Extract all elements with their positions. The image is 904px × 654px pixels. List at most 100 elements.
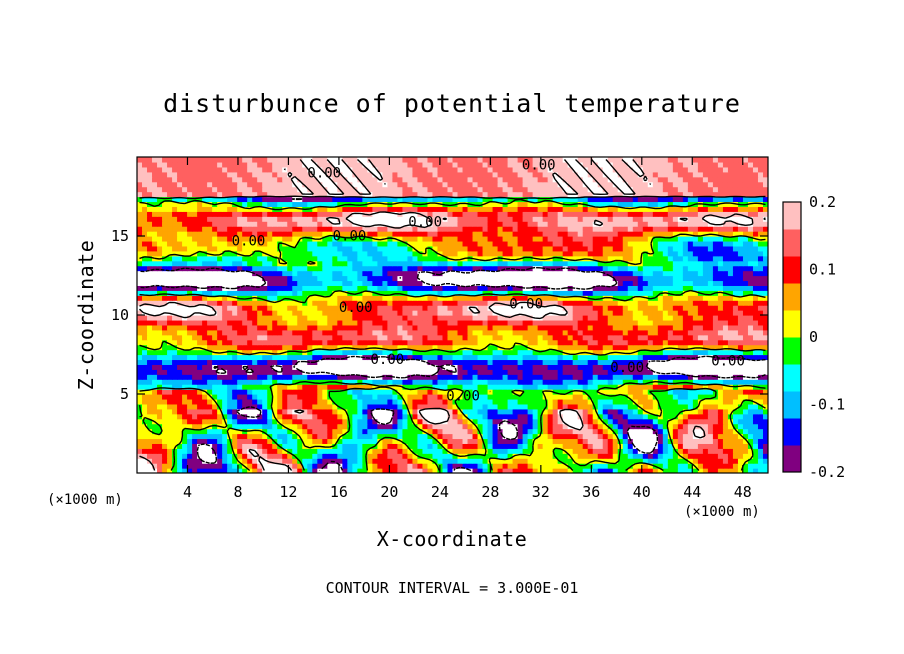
heatmap-cell: [467, 389, 474, 395]
heatmap-cell: [507, 398, 514, 405]
heatmap-cell: [272, 344, 278, 351]
heatmap-cell: [617, 295, 624, 301]
heatmap-cell: [582, 280, 589, 286]
heatmap-cell: [562, 315, 569, 321]
heatmap-cell: [722, 329, 729, 336]
heatmap-cell: [717, 300, 724, 306]
heatmap-cell: [352, 349, 358, 356]
heatmap-cell: [507, 329, 514, 336]
heatmap-cell: [387, 290, 394, 296]
heatmap-cell: [512, 334, 519, 341]
heatmap-cell: [202, 369, 208, 375]
heatmap-cell: [522, 295, 529, 301]
heatmap-cell: [672, 285, 679, 291]
heatmap-cell: [592, 374, 599, 380]
heatmap-cell: [257, 433, 263, 440]
heatmap-cell: [467, 398, 474, 405]
heatmap-cell: [157, 403, 163, 410]
heatmap-cell: [367, 324, 373, 331]
heatmap-cell: [442, 453, 449, 459]
heatmap-cell: [212, 305, 218, 311]
heatmap-cell: [237, 275, 243, 282]
heatmap-cell: [272, 438, 278, 444]
heatmap-cell: [737, 359, 744, 365]
heatmap-cell: [692, 334, 699, 341]
heatmap-cell: [252, 408, 258, 415]
heatmap-cell: [652, 374, 659, 380]
heatmap-cell: [167, 285, 173, 291]
heatmap-cell: [317, 448, 323, 454]
heatmap-cell: [142, 290, 148, 296]
heatmap-cell: [277, 433, 283, 440]
heatmap-cell: [172, 285, 178, 291]
heatmap-cell: [717, 329, 724, 336]
heatmap-cell: [597, 394, 604, 400]
heatmap-cell: [297, 300, 303, 306]
heatmap-cell: [302, 354, 308, 361]
heatmap-cell: [437, 295, 444, 301]
heatmap-cell: [392, 398, 399, 405]
heatmap-cell: [407, 379, 414, 385]
heatmap-cell: [617, 403, 624, 410]
heatmap-cell: [392, 354, 399, 361]
heatmap-cell: [607, 300, 614, 306]
heatmap-cell: [347, 329, 353, 336]
heatmap-cell: [667, 428, 674, 435]
heatmap-cell: [537, 443, 544, 449]
heatmap-cell: [362, 324, 368, 331]
heatmap-cell: [337, 285, 343, 291]
heatmap-cell: [597, 413, 604, 420]
heatmap-cell: [492, 295, 499, 301]
heatmap-cell: [262, 438, 268, 444]
heatmap-cell: [602, 334, 609, 341]
heatmap-cell: [137, 315, 143, 321]
heatmap-cell: [612, 384, 619, 390]
heatmap-cell: [227, 418, 233, 425]
heatmap-cell: [212, 359, 218, 365]
heatmap-cell: [677, 448, 684, 454]
heatmap-cell: [252, 389, 258, 395]
heatmap-cell: [487, 453, 494, 459]
heatmap-cell: [687, 379, 694, 385]
heatmap-cell: [467, 295, 474, 301]
heatmap-cell: [742, 339, 749, 346]
heatmap-cell: [552, 344, 559, 351]
heatmap-cell: [162, 305, 168, 311]
heatmap-cell: [142, 374, 148, 380]
heatmap-cell: [532, 324, 539, 331]
heatmap-cell: [737, 305, 744, 311]
heatmap-cell: [537, 334, 544, 341]
heatmap-cell: [202, 379, 208, 385]
heatmap-cell: [757, 438, 764, 444]
heatmap-cell: [187, 443, 193, 449]
heatmap-cell: [522, 349, 529, 356]
heatmap-cell: [182, 384, 188, 390]
heatmap-cell: [302, 364, 308, 370]
heatmap-cell: [632, 438, 639, 444]
heatmap-cell: [262, 458, 268, 464]
heatmap-cell: [247, 364, 253, 370]
heatmap-cell: [317, 433, 323, 440]
heatmap-cell: [292, 438, 298, 444]
heatmap-cell: [732, 349, 739, 356]
heatmap-cell: [242, 334, 248, 341]
heatmap-cell: [172, 408, 178, 415]
heatmap-cell: [442, 329, 449, 336]
heatmap-cell: [202, 384, 208, 390]
heatmap-cell: [637, 448, 644, 454]
heatmap-cell: [272, 329, 278, 336]
heatmap-cell: [567, 369, 574, 375]
heatmap-cell: [582, 334, 589, 341]
heatmap-cell: [202, 364, 208, 370]
heatmap-cell: [417, 369, 424, 375]
heatmap-cell: [232, 423, 238, 430]
heatmap-cell: [442, 295, 449, 301]
heatmap-cell: [552, 290, 559, 296]
heatmap-cell: [292, 423, 298, 430]
heatmap-cell: [207, 334, 213, 341]
heatmap-cell: [407, 433, 414, 440]
heatmap-cell: [197, 364, 203, 370]
heatmap-cell: [522, 285, 529, 291]
heatmap-cell: [557, 428, 564, 435]
heatmap-cell: [517, 468, 524, 473]
